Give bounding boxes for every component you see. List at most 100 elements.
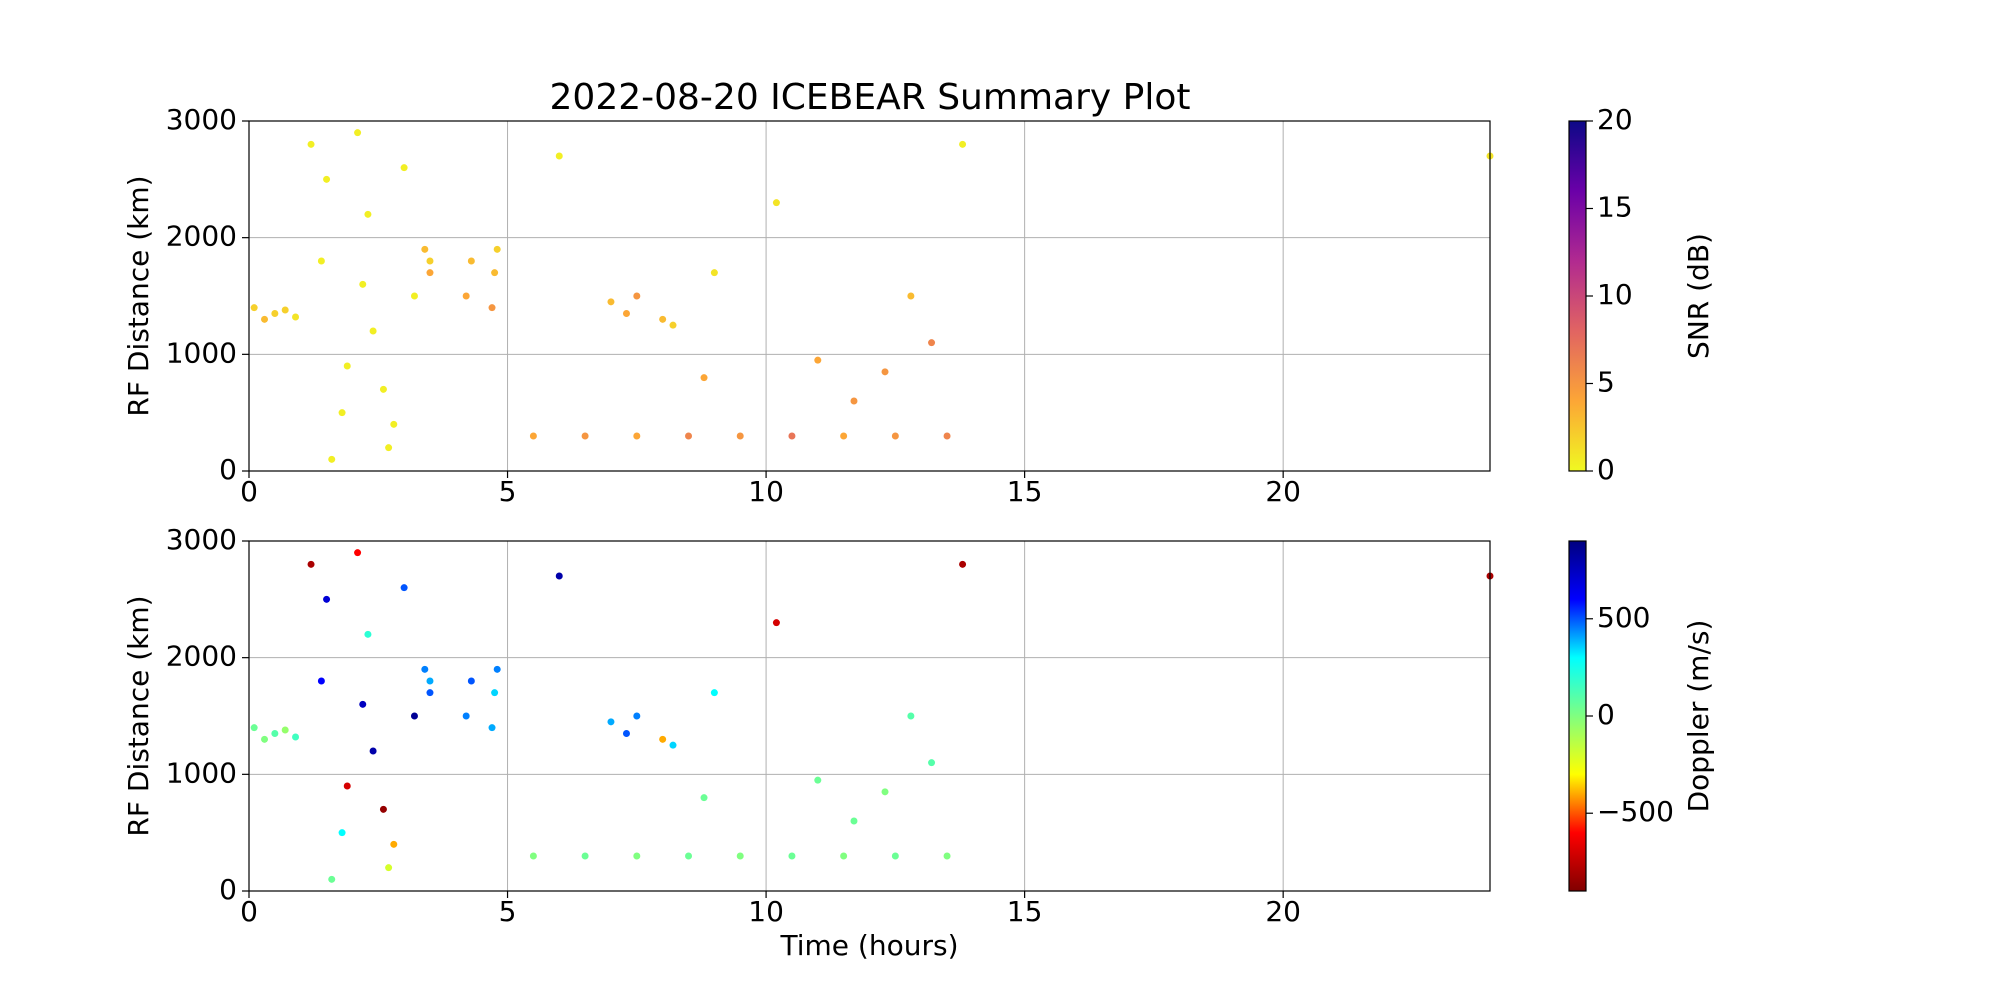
x-tick-label: 15 [1007,475,1043,508]
point [555,572,563,580]
point [323,595,331,603]
point [493,665,501,673]
x-tick-label: 15 [1007,895,1043,928]
point [850,397,858,405]
colorbar-label: SNR (dB) [1682,233,1715,359]
point [633,852,641,860]
point [317,257,325,265]
point [488,304,496,312]
point [710,689,718,697]
y-axis-label: RF Distance (km) [122,595,155,836]
point [354,129,362,137]
point [385,864,393,872]
point [959,560,967,568]
point [338,409,346,417]
point [338,829,346,837]
point [281,726,289,734]
point [250,304,258,312]
point [928,759,936,767]
point [385,444,393,452]
point [462,712,470,720]
point [426,677,434,685]
colorbar-tick-label: 20 [1597,103,1633,136]
colorbar-tick-label: 500 [1597,601,1650,634]
point [292,313,300,321]
point [659,735,667,743]
point [488,724,496,732]
point [369,327,377,335]
point [788,432,796,440]
point [881,368,889,376]
point [328,455,336,463]
point [317,677,325,685]
point [359,280,367,288]
point [633,432,641,440]
plot-frame [248,540,1491,892]
colorbar-tick-label: 10 [1597,278,1633,311]
point [907,712,915,720]
point [633,292,641,300]
point [364,210,372,218]
point [772,199,780,207]
point [607,298,615,306]
point [400,164,408,172]
scatter-points [250,549,1494,883]
point [421,665,429,673]
scatter-points [250,129,1494,463]
point [959,140,967,148]
x-tick-label: 10 [748,895,784,928]
point [700,794,708,802]
point [943,432,951,440]
colorbar-tick-label: 0 [1597,453,1615,486]
y-tick-label: 1000 [166,336,237,369]
point [359,700,367,708]
point [250,724,258,732]
point [328,875,336,883]
point [271,730,279,737]
point [607,718,615,726]
point [307,140,315,148]
point [390,420,398,428]
point [850,817,858,825]
y-tick-label: 3000 [166,523,237,556]
point [354,549,362,557]
point [271,310,279,317]
plot-frame [248,120,1491,472]
point [467,257,475,265]
point [788,852,796,860]
point [555,152,563,160]
point [685,852,693,860]
point [736,432,744,440]
point [323,175,331,183]
point [840,852,848,860]
y-tick-label: 1000 [166,756,237,789]
point [814,776,822,784]
point [467,677,475,685]
point [700,374,708,382]
x-tick-label: 0 [240,895,258,928]
point [659,315,667,323]
point [462,292,470,300]
point [426,689,434,697]
x-tick-label: 0 [240,475,258,508]
point [426,269,434,277]
point [840,432,848,440]
point [343,362,351,370]
point [379,805,387,813]
point [421,245,429,253]
colorbar-tick-label: 5 [1597,366,1615,399]
point [710,269,718,277]
point [736,852,744,860]
point [669,741,677,749]
colorbar-tick-label: −500 [1597,795,1674,828]
point [814,356,822,364]
x-tick-label: 5 [499,895,517,928]
point [881,788,889,796]
chart-title: 2022-08-20 ICEBEAR Summary Plot [550,77,1191,118]
point [390,840,398,848]
point [292,733,300,741]
point [261,735,269,743]
x-tick-label: 20 [1265,475,1301,508]
point [669,321,677,329]
